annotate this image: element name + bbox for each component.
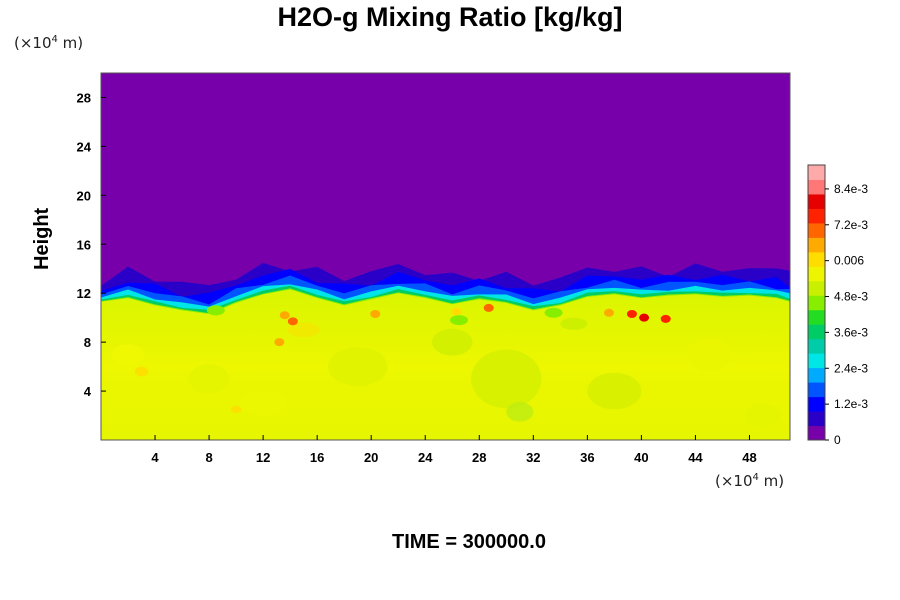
colorbar: 0 1.2e-3 2.4e-3 3.6e-3 4.8e-3 0.006 7.2e-3 8.4e… bbox=[807, 164, 868, 447]
field-patch bbox=[111, 344, 145, 365]
warm-spot bbox=[370, 309, 381, 318]
colorbar-tick-label: 3.6e-3 bbox=[834, 325, 868, 339]
y-unit-suffix: m) bbox=[57, 34, 84, 52]
y-tick-label: 20 bbox=[77, 188, 91, 203]
x-tick-label: 8 bbox=[205, 450, 212, 465]
colorbar-segment bbox=[808, 165, 825, 180]
colorbar-segment bbox=[808, 338, 825, 354]
colorbar-segment bbox=[808, 222, 825, 238]
field-patch bbox=[560, 317, 588, 330]
x-tick-label: 20 bbox=[364, 450, 378, 465]
y-tick-label: 12 bbox=[77, 286, 91, 301]
colorbar-segment bbox=[808, 266, 825, 282]
colorbar-tick-label: 0.006 bbox=[834, 254, 864, 268]
colorbar-segment bbox=[808, 382, 825, 398]
colorbar-tick-label: 4.8e-3 bbox=[834, 290, 868, 304]
y-tick-label: 4 bbox=[84, 384, 92, 399]
y-unit-prefix: (×10 bbox=[14, 34, 52, 52]
colorbar-segment bbox=[808, 309, 825, 325]
time-label: TIME = 300000.0 bbox=[392, 531, 546, 553]
x-tick-label: 40 bbox=[634, 450, 648, 465]
x-tick-label: 24 bbox=[418, 450, 433, 465]
field-patch bbox=[745, 403, 781, 428]
field-patch bbox=[188, 364, 230, 394]
y-tick-label: 28 bbox=[77, 90, 91, 105]
warm-spot bbox=[451, 307, 462, 316]
green-pocket bbox=[450, 315, 469, 326]
chart-title: H2O-g Mixing Ratio [kg/kg] bbox=[277, 2, 623, 32]
colorbar-segment bbox=[808, 425, 825, 441]
y-tick-label: 16 bbox=[77, 237, 91, 252]
warm-spot bbox=[603, 308, 614, 317]
x-tick-label: 28 bbox=[472, 450, 486, 465]
colorbar-tick-label: 7.2e-3 bbox=[834, 218, 868, 232]
field-patch bbox=[587, 372, 642, 410]
field-patch bbox=[134, 366, 149, 377]
x-tick-label: 12 bbox=[256, 450, 270, 465]
plot-frame bbox=[100, 72, 791, 441]
colorbar-segment bbox=[808, 193, 825, 209]
green-pocket bbox=[206, 305, 225, 316]
colorbar-segment bbox=[808, 251, 825, 267]
field-patch bbox=[287, 322, 320, 338]
x-unit-prefix: (×10 bbox=[715, 472, 753, 490]
colorbar-tick-label: 0 bbox=[834, 433, 841, 447]
field-patch bbox=[230, 405, 242, 414]
warm-spot bbox=[639, 313, 650, 322]
y-unit-label: (×104 m) bbox=[14, 34, 83, 52]
x-unit-exp: 4 bbox=[752, 472, 759, 483]
warm-spot bbox=[287, 317, 298, 326]
x-tick-label: 4 bbox=[151, 450, 159, 465]
warm-spot bbox=[626, 309, 637, 318]
x-tick-label: 16 bbox=[310, 450, 324, 465]
warm-spot bbox=[274, 338, 285, 347]
colorbar-segment bbox=[808, 237, 825, 253]
colorbar-segment bbox=[808, 411, 825, 427]
field-patch bbox=[238, 391, 288, 416]
warm-spot bbox=[483, 303, 494, 312]
green-pocket bbox=[544, 307, 563, 318]
field-patch bbox=[327, 347, 388, 387]
x-tick-label: 32 bbox=[526, 450, 540, 465]
colorbar-segment bbox=[808, 295, 825, 311]
colorbar-tick-label: 8.4e-3 bbox=[834, 182, 868, 196]
colorbar-segment bbox=[808, 396, 825, 412]
field-patch bbox=[687, 337, 731, 372]
colorbar-segment bbox=[808, 324, 825, 340]
x-tick-label: 48 bbox=[742, 450, 756, 465]
field-patch bbox=[471, 349, 542, 409]
colorbar-frame bbox=[807, 164, 826, 441]
colorbar-segment bbox=[808, 353, 825, 369]
colorbar-segment bbox=[808, 367, 825, 383]
x-unit-suffix: m) bbox=[758, 472, 785, 490]
field-layer bbox=[101, 73, 790, 440]
colorbar-tick-label: 1.2e-3 bbox=[834, 397, 868, 411]
y-tick-label: 24 bbox=[77, 139, 92, 154]
warm-spot bbox=[279, 311, 290, 320]
colorbar-tick-label: 2.4e-3 bbox=[834, 361, 868, 375]
field-patch bbox=[506, 402, 534, 422]
colorbar-segment bbox=[808, 208, 825, 224]
x-unit-label: (×104 m) bbox=[715, 472, 784, 490]
y-unit-exp: 4 bbox=[51, 34, 58, 45]
colorbar-segment bbox=[808, 280, 825, 296]
colorbar-segment bbox=[808, 179, 825, 195]
warm-spot bbox=[660, 314, 671, 323]
field-patch bbox=[431, 328, 473, 356]
y-tick-label: 8 bbox=[84, 335, 91, 350]
x-tick-label: 44 bbox=[688, 450, 703, 465]
x-tick-label: 36 bbox=[580, 450, 594, 465]
